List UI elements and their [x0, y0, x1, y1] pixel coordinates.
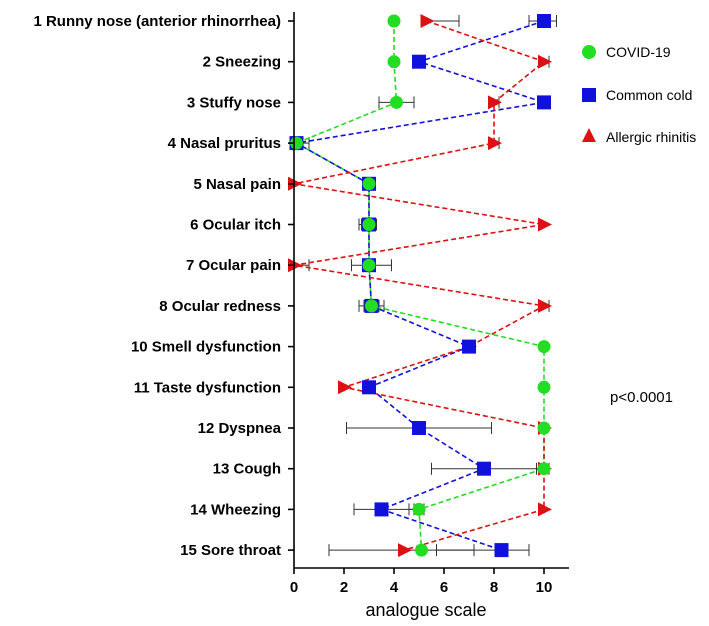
data-point: [398, 543, 412, 558]
data-point: [387, 14, 401, 28]
category-label: 13 Cough: [213, 461, 281, 478]
data-point: [362, 258, 376, 272]
data-point: [415, 543, 428, 557]
data-point: [412, 421, 426, 435]
x-tick-label: 4: [390, 579, 399, 596]
data-point: [412, 502, 426, 516]
category-label: 2 Sneezing: [203, 54, 281, 71]
category-label: 14 Wheezing: [190, 501, 281, 518]
data-point: [420, 14, 435, 28]
error-bars-layer: [293, 15, 557, 557]
data-point: [338, 380, 352, 395]
category-label: 3 Stuffy nose: [187, 94, 281, 111]
category-label: 7 Ocular pain: [186, 257, 281, 274]
data-point: [288, 258, 302, 273]
data-point: [387, 55, 401, 69]
legend-label-covid: COVID-19: [606, 44, 671, 60]
data-point: [538, 298, 552, 313]
data-point: [477, 461, 491, 476]
data-point: [374, 502, 389, 517]
data-point: [362, 177, 376, 191]
data-point: [538, 54, 552, 69]
data-point: [365, 299, 378, 313]
x-axis-title: analogue scale: [365, 600, 486, 620]
x-tick-label: 2: [340, 579, 348, 596]
data-point: [538, 502, 552, 517]
x-tick-label: 6: [440, 579, 448, 596]
axes: 1 Runny nose (anterior rhinorrhea) 2 Snee…: [33, 12, 569, 620]
data-point: [537, 421, 551, 435]
series-line: [293, 20, 547, 551]
data-point: [412, 54, 426, 69]
data-point: [288, 176, 302, 191]
data-point: [538, 217, 552, 232]
category-label: 6 Ocular itch: [190, 217, 281, 234]
data-point: [537, 95, 551, 110]
legend-label-common-cold: Common cold: [606, 87, 692, 103]
y-ticks: 1 Runny nose (anterior rhinorrhea) 2 Snee…: [33, 13, 294, 559]
category-label: 12 Dyspnea: [198, 420, 282, 437]
data-point: [537, 462, 551, 476]
series-lines-layer: [293, 20, 547, 551]
data-point: [362, 380, 376, 395]
category-label: 1 Runny nose (anterior rhinorrhea): [33, 13, 281, 30]
data-point: [537, 380, 551, 394]
legend-label-allergic-rhinitis: Allergic rhinitis: [606, 129, 696, 145]
data-point: [488, 136, 502, 151]
data-point: [537, 14, 551, 28]
data-point: [488, 95, 502, 110]
legend-marker-common-cold: [582, 88, 596, 102]
series-line: [294, 21, 545, 551]
data-point: [537, 340, 551, 354]
data-point: [390, 95, 403, 109]
data-point: [362, 218, 376, 231]
category-label: 11 Taste dysfunction: [134, 379, 281, 396]
category-label: 8 Ocular redness: [159, 298, 281, 315]
p-value-annotation: p<0.0001: [610, 389, 673, 406]
data-point: [462, 339, 476, 354]
legend-marker-covid: [582, 45, 596, 59]
legend: COVID-19 Common cold Allergic rhinitis: [582, 44, 696, 145]
series-markers-layer: [288, 14, 552, 558]
x-tick-label: 8: [490, 579, 498, 596]
x-tick-label: 10: [536, 579, 553, 596]
x-tick-label: 0: [290, 579, 298, 596]
data-point: [494, 543, 509, 558]
category-label: 5 Nasal pain: [193, 176, 281, 193]
category-label: 15 Sore throat: [180, 542, 281, 559]
category-label: 4 Nasal pruritus: [168, 135, 281, 152]
series-line: [294, 20, 545, 551]
legend-marker-allergic-rhinitis: [582, 128, 596, 142]
category-label: 10 Smell dysfunction: [131, 339, 281, 356]
x-ticks: 0 2 4 6 8 10: [290, 568, 553, 596]
